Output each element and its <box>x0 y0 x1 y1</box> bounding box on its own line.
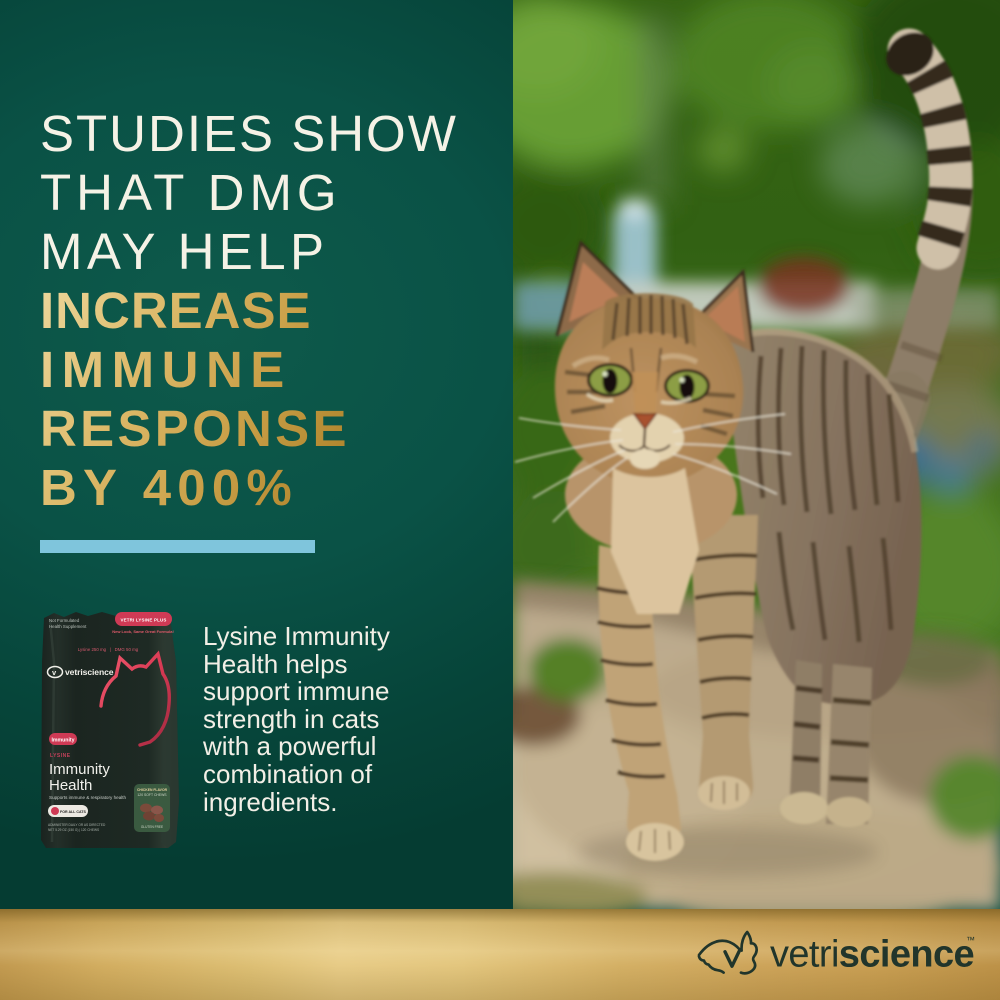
svg-text:Health: Health <box>49 777 92 794</box>
svg-text:LYSINE: LYSINE <box>50 753 71 759</box>
svg-text:vetriscience: vetriscience <box>65 667 114 677</box>
svg-text:Supports immune & respiratory: Supports immune & respiratory health <box>49 795 127 800</box>
svg-text:Health Supplement: Health Supplement <box>49 624 87 629</box>
svg-text:New Look, Same Great Formula!: New Look, Same Great Formula! <box>112 629 174 634</box>
svg-text:VETRI LYSINE PLUS: VETRI LYSINE PLUS <box>121 618 167 623</box>
svg-text:Lysine 250 mg | DMG 50 mg: Lysine 250 mg | DMG 50 mg <box>78 647 139 652</box>
svg-text:ADMINISTER DAILY OR AS DIRECTE: ADMINISTER DAILY OR AS DIRECTED <box>48 823 106 827</box>
svg-text:GLUTEN FREE: GLUTEN FREE <box>141 825 163 829</box>
svg-text:CHICKEN FLAVOR: CHICKEN FLAVOR <box>137 788 168 792</box>
svg-text:v: v <box>52 668 57 677</box>
svg-text:™: ™ <box>966 935 975 945</box>
svg-text:Immunity: Immunity <box>49 761 110 778</box>
svg-text:Not Formulated: Not Formulated <box>49 618 80 623</box>
svg-text:Immunity: Immunity <box>51 738 74 744</box>
svg-text:FOR ALL CATS: FOR ALL CATS <box>60 810 86 814</box>
svg-text:vetriscience: vetriscience <box>770 934 974 976</box>
svg-text:120 SOFT CHEWS: 120 SOFT CHEWS <box>137 793 167 797</box>
svg-text:NET 5.29 OZ (150 G) | 120 CHEW: NET 5.29 OZ (150 G) | 120 CHEWS <box>48 828 99 832</box>
